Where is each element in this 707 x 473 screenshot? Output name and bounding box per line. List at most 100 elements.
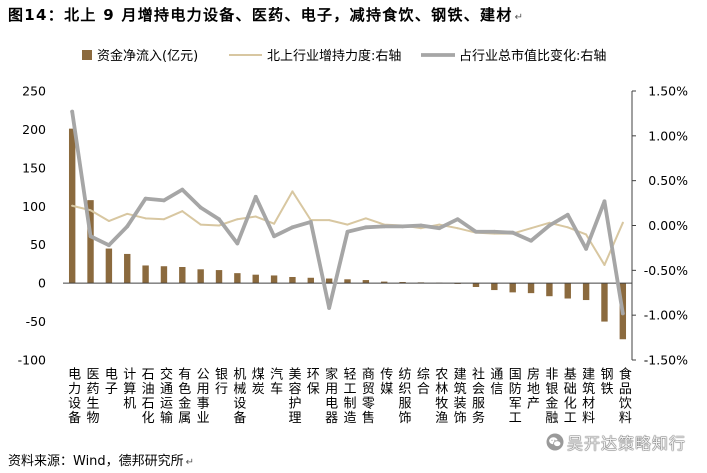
bar-11: [252, 274, 259, 284]
legend-label-mktcap-share-change: 占行业总市值比变化:右轴: [459, 48, 606, 64]
title-paragraph-mark: ↵: [514, 12, 524, 23]
left-tick-label: 200: [22, 122, 46, 137]
line-point: [198, 205, 203, 210]
line-point: [144, 217, 147, 220]
left-tick-label: 100: [22, 199, 46, 214]
legend: 资金净流入(亿元) 北上行业增持力度:右轴 占行业总市值比变化:右轴: [82, 48, 606, 64]
bar-13: [289, 276, 296, 284]
line-point: [88, 234, 93, 239]
line-point: [254, 215, 257, 218]
watermark-text: 吴开达策略知行: [567, 434, 687, 453]
line-point: [455, 217, 460, 222]
axes: 250 200 150 100 50 0 -50 -100 1.50% 1.00% 0.50% 0.0…: [18, 84, 688, 368]
line-point: [125, 224, 130, 229]
line-point: [291, 190, 294, 193]
line-point: [547, 223, 552, 228]
line-point: [382, 224, 387, 229]
bar-27: [546, 283, 553, 297]
bar-26: [527, 283, 535, 294]
figure-title: 图14：北上 9 月增持电力设备、医药、电子，减持食饮、钢铁、建材 ↵: [8, 6, 523, 27]
legend-label-holding-strength: 北上行业增持力度:右轴: [267, 48, 401, 64]
bar-16: [344, 279, 351, 284]
line-point: [363, 225, 368, 230]
left-tick-label: 50: [30, 237, 46, 252]
series-3: [70, 109, 625, 316]
source-note: 资料来源：Wind，德邦研究所 ↵: [8, 454, 194, 471]
bar-10: [234, 273, 241, 284]
bar-19: [399, 281, 406, 284]
line-point: [474, 229, 478, 234]
left-tick-label: -100: [18, 353, 46, 368]
line-point: [419, 223, 423, 228]
bar-12: [270, 275, 278, 284]
source-paragraph-mark: ↵: [185, 457, 195, 468]
line-point: [308, 220, 313, 224]
line-point: [345, 229, 350, 234]
watermark: 吴开达策略知行: [546, 432, 687, 453]
line-point: [346, 223, 349, 226]
line-point: [328, 219, 331, 222]
right-tick-label: -1.50%: [644, 353, 688, 368]
line-point: [565, 212, 570, 217]
right-tick-label: -0.50%: [644, 263, 688, 278]
left-tick-label: -50: [26, 314, 46, 329]
legend-label-net-inflow: 资金净流入(亿元): [97, 48, 198, 64]
right-tick-label: 1.50%: [648, 84, 688, 99]
line-series: [70, 109, 625, 316]
line-point: [603, 263, 606, 266]
bar-17: [362, 280, 370, 284]
line-point: [585, 233, 588, 236]
line-point: [71, 204, 74, 207]
line-point: [235, 241, 240, 246]
bar-9: [215, 270, 223, 284]
line-point: [566, 226, 569, 229]
bar-4: [124, 253, 131, 284]
line-point: [162, 218, 165, 221]
left-tick-label: 150: [22, 160, 46, 175]
line-point: [530, 227, 533, 230]
line-point: [529, 238, 533, 243]
right-tick-label: 0.50%: [648, 173, 688, 188]
line-point: [70, 109, 75, 114]
bar-23: [472, 283, 480, 287]
left-tick-label: 250: [22, 84, 46, 99]
bar-2: [87, 200, 94, 284]
line-point: [181, 210, 184, 213]
line-point: [364, 217, 367, 220]
bar-5: [142, 265, 149, 284]
series-line-2: [71, 190, 624, 266]
line-point: [126, 212, 129, 215]
line-point: [199, 223, 202, 226]
line-point: [107, 220, 110, 223]
bar-24: [491, 283, 498, 291]
line-point: [290, 225, 295, 230]
bar-29: [582, 283, 590, 301]
line-point: [273, 222, 276, 225]
line-point: [456, 227, 459, 230]
line-point: [437, 226, 442, 231]
line-point: [106, 243, 111, 248]
line-point: [400, 224, 405, 229]
right-tick-label: 1.00%: [648, 128, 688, 143]
line-point: [253, 194, 258, 199]
line-point: [419, 227, 422, 230]
line-point: [143, 196, 148, 201]
bar-25: [509, 283, 516, 293]
line-point: [620, 311, 625, 316]
bar-8: [197, 269, 204, 284]
bar-6: [160, 266, 168, 284]
line-point: [217, 217, 221, 222]
line-point: [180, 187, 185, 192]
bar-3: [105, 248, 113, 284]
right-tick-label: -1.00%: [644, 308, 688, 323]
bar-7: [179, 267, 186, 284]
line-point: [89, 209, 92, 212]
bar-14: [307, 277, 314, 284]
series-2: [71, 190, 624, 266]
line-point: [584, 246, 589, 251]
right-tick-label: 0.00%: [648, 218, 688, 233]
bar-30: [601, 283, 608, 322]
line-point: [602, 199, 607, 204]
left-tick-label: 0: [38, 276, 46, 291]
